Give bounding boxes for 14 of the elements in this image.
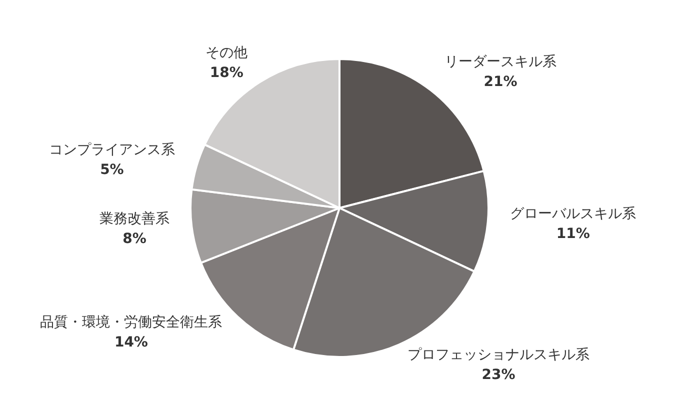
- slice-label: 品質・環境・労働安全衛生系: [40, 314, 222, 331]
- data-label: 8%: [122, 231, 146, 248]
- slice-label: コンプライアンス系: [48, 142, 175, 158]
- slice-label: その他: [206, 44, 248, 61]
- data-label: 18%: [210, 64, 244, 81]
- slice-label: プロフェッショナルスキル系: [408, 346, 590, 363]
- data-label: 21%: [484, 74, 518, 90]
- data-label: 23%: [482, 366, 516, 383]
- slice-label: グローバルスキル系: [510, 206, 636, 222]
- data-label: 11%: [556, 226, 590, 242]
- slice-label: リーダースキル系: [444, 54, 557, 70]
- data-label: 5%: [100, 162, 124, 178]
- data-label: 14%: [114, 334, 148, 351]
- slice-label: 業務改善系: [100, 210, 170, 228]
